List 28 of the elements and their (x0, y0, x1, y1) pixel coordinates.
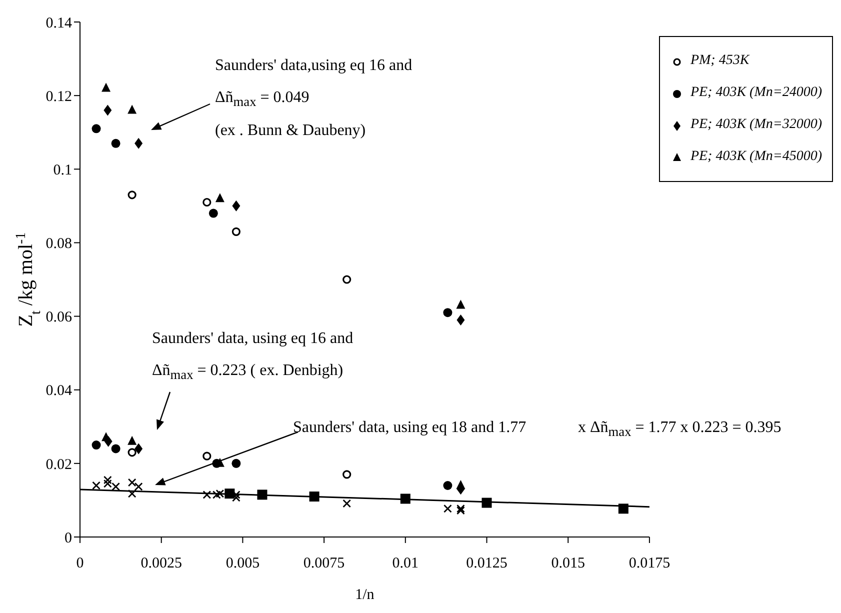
annotation: x Δñ$_{max}$ = 1.77 x 0.223 = 0.395 (578, 418, 782, 442)
y-tick-label: 0.1 (53, 162, 72, 178)
x-tick-label: 0.01 (392, 556, 419, 572)
y-tick-label: 0.08 (46, 236, 72, 252)
y-tick-label: 0 (64, 530, 72, 546)
y-tick-label: 0.06 (46, 310, 72, 326)
x-axis-title: 1/n (355, 587, 375, 603)
legend-label: PM; 453K (690, 53, 750, 69)
x-tick-label: 0.0125 (466, 556, 508, 572)
y-tick-label: 0.14 (46, 15, 72, 32)
x-tick-label: 0.0175 (628, 556, 670, 572)
annotation: Saunders' data, using eq 18 and 1.77 (293, 418, 526, 438)
legend-label: PE; 403K (Mn=24000) (690, 85, 822, 101)
x-tick-label: 0.015 (551, 556, 585, 572)
y-tick-label: 0.04 (46, 383, 72, 400)
legend-label: PE; 403K (Mn=45000) (690, 149, 822, 165)
annotation: Saunders' data,using eq 16 and (215, 56, 412, 76)
x-tick-label: 0.0025 (140, 556, 182, 572)
annotation: Δñ$_{max}$ = 0.049 (215, 88, 310, 112)
annotation: Δñ$_{max}$ = 0.223 ( ex. Denbigh) (152, 361, 344, 384)
x-tick-label: 0.0075 (303, 556, 345, 572)
annotation: (ex . Bunn & Daubeny) (215, 121, 366, 141)
annotation: Saunders' data, using eq 16 and (152, 329, 354, 349)
legend-label: PE; 403K (Mn=32000) (690, 117, 822, 133)
x-tick-label: 0.005 (226, 556, 260, 572)
x-tick-label: 0 (76, 556, 84, 572)
y-tick-label: 0.02 (46, 456, 72, 473)
y-tick-label: 0.12 (46, 88, 72, 105)
